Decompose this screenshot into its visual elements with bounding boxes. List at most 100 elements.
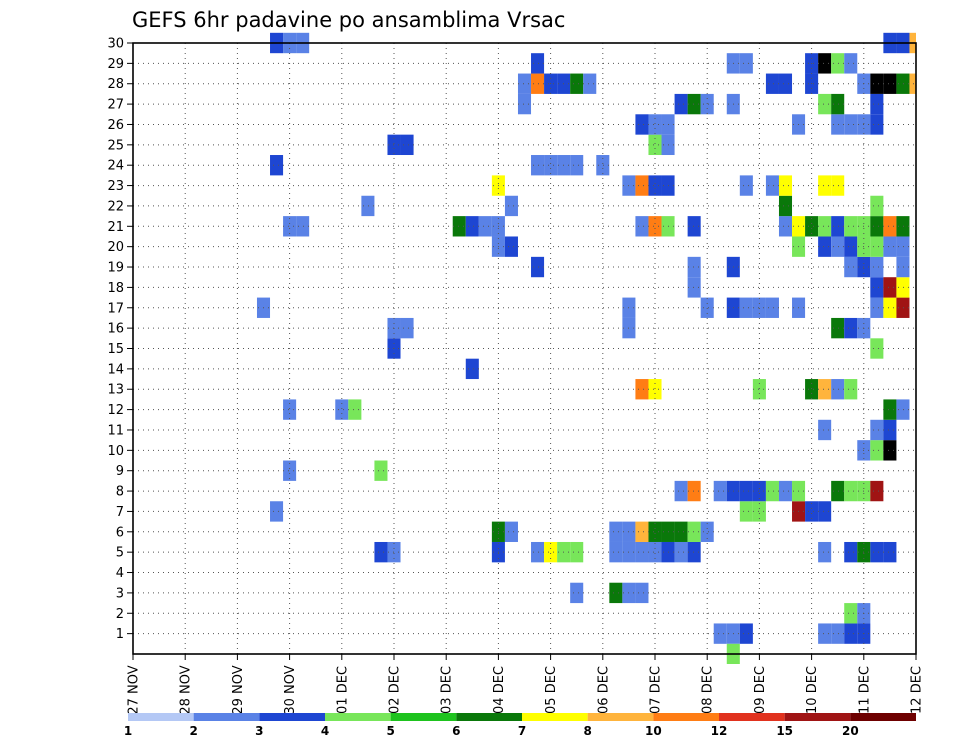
plot-frame <box>132 42 917 655</box>
precip-cell <box>778 175 793 196</box>
precip-cell <box>831 175 845 196</box>
precip-cell <box>831 114 845 135</box>
precip-cell <box>752 379 766 400</box>
legend-label: 7 <box>518 724 526 738</box>
x-tick-label: 07 DEC <box>649 666 664 714</box>
x-tick-label: 10 DEC <box>805 666 820 714</box>
precip-cell <box>531 256 545 278</box>
legend-label: 15 <box>776 724 793 738</box>
precip-cell <box>805 216 819 237</box>
precip-cell <box>674 93 688 115</box>
precip-cell <box>844 480 858 502</box>
precip-cell <box>739 623 753 644</box>
legend-swatch <box>522 713 588 721</box>
precip-cell <box>870 419 884 441</box>
precip-cell <box>752 480 766 502</box>
legend-swatch <box>193 713 260 721</box>
precip-cell <box>570 582 584 604</box>
precip-cell <box>596 155 610 176</box>
y-tick-label: 9 <box>116 464 124 479</box>
precip-cell <box>674 541 688 563</box>
y-tick-label: 19 <box>107 261 124 276</box>
precip-cell <box>674 480 688 502</box>
precip-cell <box>844 603 858 624</box>
precip-cell <box>674 521 688 542</box>
precip-cell <box>504 195 518 217</box>
precip-cell <box>831 480 845 502</box>
precip-cells <box>256 32 916 664</box>
y-tick-label: 7 <box>116 505 124 520</box>
y-tick-label: 12 <box>107 403 124 418</box>
precip-cell <box>818 216 832 237</box>
precip-cell <box>739 297 753 318</box>
y-tick-label: 28 <box>107 77 124 92</box>
precip-cell <box>883 236 897 257</box>
precip-cell <box>883 216 897 237</box>
y-tick-label: 21 <box>107 220 124 235</box>
precip-cell <box>635 114 649 135</box>
precip-cell <box>296 216 310 237</box>
precip-cell <box>544 155 558 176</box>
precip-cell <box>805 379 819 400</box>
legend-label: 20 <box>842 724 859 738</box>
precip-cell <box>478 216 492 237</box>
precip-cell <box>648 134 662 156</box>
precip-cell <box>818 53 832 74</box>
precip-cell <box>609 582 623 604</box>
precip-cell <box>687 93 701 115</box>
precip-cell <box>648 379 662 400</box>
precip-cell <box>687 216 701 237</box>
x-tick-label: 01 DEC <box>335 666 350 714</box>
precip-cell <box>283 460 297 481</box>
precip-cell <box>831 236 845 257</box>
precip-cell <box>648 175 662 196</box>
y-tick-label: 24 <box>107 159 124 174</box>
y-tick-label: 27 <box>107 98 124 113</box>
precip-cell <box>583 73 597 94</box>
precip-cell <box>883 419 897 441</box>
precip-cell <box>805 501 819 522</box>
y-tick-label: 22 <box>107 199 124 214</box>
legend-swatch <box>784 713 851 721</box>
precip-cell <box>844 216 858 237</box>
legend-label: 3 <box>255 724 263 738</box>
precip-cell <box>739 501 753 522</box>
x-tick-label: 30 NOV <box>283 665 298 714</box>
y-axis-ticks: 1234567891011121314151617181920212223242… <box>107 37 133 642</box>
precip-cell <box>570 155 584 176</box>
legend-swatch <box>653 713 719 721</box>
precip-cell <box>896 216 910 237</box>
legend-label: 5 <box>386 724 394 738</box>
precip-cell <box>844 623 858 644</box>
precip-cell <box>896 399 910 420</box>
legend-label: 6 <box>452 724 460 738</box>
precip-cell <box>517 73 532 94</box>
precip-cell <box>609 541 623 563</box>
y-tick-label: 8 <box>116 485 124 500</box>
precip-cell <box>818 175 832 196</box>
legend-label: 12 <box>711 724 728 738</box>
precip-cell <box>870 256 884 278</box>
precip-cell <box>739 53 753 74</box>
y-tick-label: 1 <box>116 627 124 642</box>
precip-cell <box>778 195 793 217</box>
precip-cell <box>870 338 884 359</box>
precip-cell <box>870 73 884 94</box>
precip-cell <box>504 521 518 542</box>
y-tick-label: 3 <box>116 586 124 601</box>
legend-label: 10 <box>645 724 662 738</box>
precip-cell <box>844 236 858 257</box>
precip-cell <box>818 501 832 522</box>
x-tick-label: 08 DEC <box>701 666 716 714</box>
precip-cell <box>870 297 884 318</box>
precip-cell <box>687 256 701 278</box>
precip-cell <box>896 256 910 278</box>
precip-cell <box>844 53 858 74</box>
precip-cell <box>765 73 779 94</box>
y-tick-label: 15 <box>107 342 124 357</box>
precip-cell <box>531 541 545 563</box>
legend-label: 1 <box>124 724 132 738</box>
precip-cell <box>896 297 910 318</box>
legend-swatch <box>390 713 457 721</box>
